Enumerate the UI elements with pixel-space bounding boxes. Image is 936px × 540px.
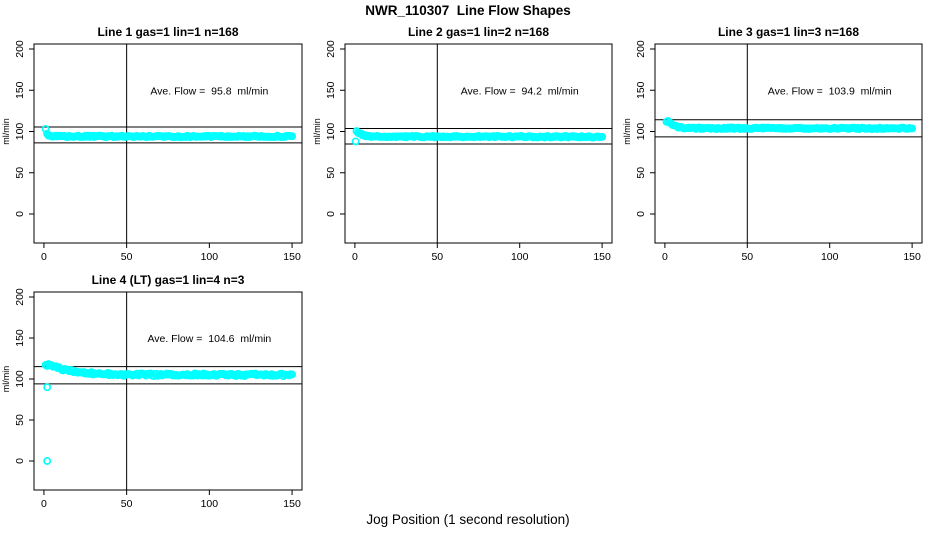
plot-box bbox=[654, 43, 923, 244]
y-tick-label: 200 bbox=[14, 40, 26, 58]
data-point bbox=[908, 124, 917, 133]
x-tick-label: 150 bbox=[283, 251, 301, 263]
y-tick-label: 50 bbox=[14, 414, 26, 426]
x-tick-label: 150 bbox=[283, 498, 301, 510]
data-point bbox=[598, 132, 607, 141]
panel-title: Line 2 gas=1 lin=2 n=168 bbox=[408, 25, 549, 39]
x-tick-label: 150 bbox=[593, 251, 611, 263]
data-point bbox=[288, 370, 297, 379]
y-axis-label: ml/min bbox=[1, 366, 11, 393]
y-tick-label: 0 bbox=[14, 211, 26, 217]
outlier-point bbox=[351, 137, 360, 146]
y-tick-label: 50 bbox=[325, 167, 337, 179]
data-point bbox=[41, 125, 50, 133]
x-axis-global-label: Jog Position (1 second resolution) bbox=[366, 512, 570, 527]
panel-4: Line 4 (LT) gas=1 lin=4 n=3 0 50 100 150 0 50 1… bbox=[1, 273, 303, 510]
data-point bbox=[288, 132, 297, 141]
panel-title: Line 1 gas=1 lin=1 n=168 bbox=[97, 25, 238, 39]
ave-flow-annotation: Ave. Flow = 104.6 ml/min bbox=[147, 333, 271, 345]
data-points bbox=[41, 125, 297, 142]
y-tick-label: 100 bbox=[14, 370, 26, 388]
ave-flow-annotation: Ave. Flow = 95.8 ml/min bbox=[150, 85, 268, 97]
y-tick-label: 150 bbox=[325, 81, 337, 99]
panel-title: Line 4 (LT) gas=1 lin=4 n=3 bbox=[92, 273, 245, 287]
plot-box bbox=[344, 43, 613, 244]
panel-title: Line 3 gas=1 lin=3 n=168 bbox=[718, 25, 859, 39]
x-tick-label: 50 bbox=[431, 251, 443, 263]
y-tick-label: 0 bbox=[325, 211, 337, 217]
y-axis-label: ml/min bbox=[1, 118, 11, 145]
y-tick-label: 200 bbox=[635, 40, 647, 58]
y-axis-label: ml/min bbox=[622, 118, 632, 145]
plot-box bbox=[33, 43, 303, 244]
y-tick-label: 100 bbox=[635, 123, 647, 141]
figure-title: NWR_110307 Line Flow Shapes bbox=[365, 3, 571, 18]
data-points bbox=[41, 360, 297, 465]
x-tick-label: 0 bbox=[41, 251, 47, 263]
y-tick-label: 100 bbox=[325, 123, 337, 141]
x-tick-label: 50 bbox=[741, 251, 753, 263]
data-points bbox=[662, 117, 917, 134]
y-tick-label: 150 bbox=[14, 329, 26, 347]
y-tick-label: 150 bbox=[14, 81, 26, 99]
ave-flow-annotation: Ave. Flow = 94.2 ml/min bbox=[461, 85, 579, 97]
y-tick-label: 50 bbox=[635, 167, 647, 179]
y-tick-label: 150 bbox=[635, 81, 647, 99]
ave-flow-annotation: Ave. Flow = 103.9 ml/min bbox=[768, 85, 892, 97]
x-tick-label: 0 bbox=[662, 251, 668, 263]
panel-1: Line 1 gas=1 lin=1 n=168 0 50 100 150 0 50 100 1… bbox=[1, 25, 303, 263]
x-tick-label: 0 bbox=[41, 498, 47, 510]
outlier-point bbox=[43, 383, 52, 392]
x-tick-label: 50 bbox=[121, 498, 133, 510]
panel-2: Line 2 gas=1 lin=2 n=168 0 50 100 150 0 50 100 1… bbox=[312, 25, 613, 263]
x-tick-label: 100 bbox=[511, 251, 529, 263]
x-tick-label: 100 bbox=[821, 251, 839, 263]
x-tick-label: 100 bbox=[201, 251, 219, 263]
y-tick-label: 0 bbox=[635, 211, 647, 217]
y-tick-label: 100 bbox=[14, 123, 26, 141]
x-tick-label: 50 bbox=[121, 251, 133, 263]
data-points bbox=[351, 127, 607, 146]
outlier-point bbox=[43, 457, 52, 465]
plot-box bbox=[33, 291, 303, 491]
x-tick-label: 0 bbox=[352, 251, 358, 263]
y-tick-label: 200 bbox=[325, 40, 337, 58]
y-tick-label: 50 bbox=[14, 167, 26, 179]
y-tick-label: 0 bbox=[14, 458, 26, 464]
x-tick-label: 150 bbox=[903, 251, 921, 263]
y-axis-label: ml/min bbox=[312, 118, 322, 145]
y-tick-label: 200 bbox=[14, 288, 26, 306]
x-tick-label: 100 bbox=[201, 498, 219, 510]
panel-3: Line 3 gas=1 lin=3 n=168 0 50 100 150 0 50 100 1… bbox=[622, 25, 923, 263]
